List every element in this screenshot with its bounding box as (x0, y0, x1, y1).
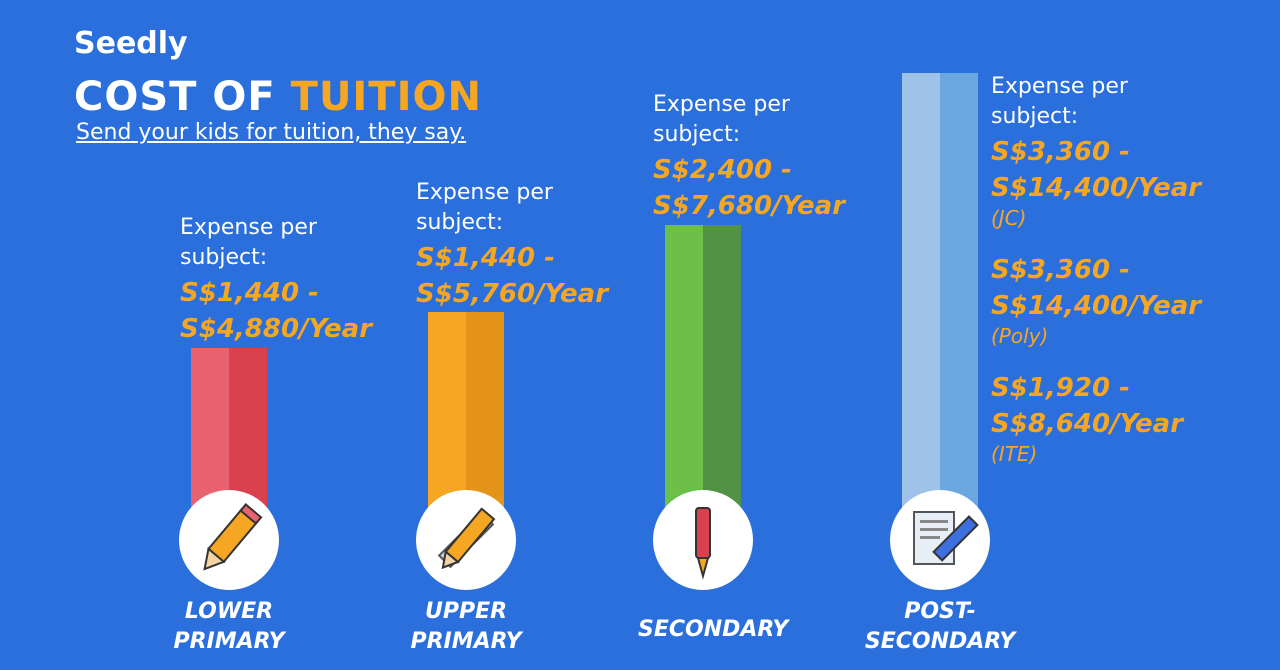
title: COST OF TUITION (74, 74, 482, 120)
icon (890, 490, 990, 590)
caption: Expense per subject: (653, 92, 790, 147)
icon-graphic (695, 507, 711, 580)
brand: Seedly (74, 26, 188, 61)
bar-half (466, 312, 504, 510)
info: Expense per subject: S$3,360 - S$14,400/Y… (991, 72, 1206, 488)
note: (Poly) (991, 324, 1049, 348)
info: Expense per subject: S$1,440 - S$5,760/Ye… (416, 178, 616, 312)
range: S$1,920 - S$8,640/Year (991, 373, 1184, 439)
icon (653, 490, 753, 590)
info: Expense per subject: S$2,400 - S$7,680/Ye… (653, 90, 853, 224)
bar-half (229, 348, 267, 510)
info: Expense per subject: S$1,440 - S$4,880/Ye… (180, 213, 380, 347)
caption: Expense per subject: (991, 74, 1128, 129)
icon-graphic (203, 503, 263, 571)
level-label: UPPER PRIMARY (410, 599, 522, 654)
icon (416, 490, 516, 590)
bar (902, 73, 978, 510)
title-part: COST OF (74, 74, 276, 120)
title-highlight: TUITION (290, 74, 482, 120)
range: S$1,440 - S$4,880/Year (180, 278, 373, 344)
bar (191, 348, 267, 510)
range: S$2,400 - S$7,680/Year (653, 155, 846, 221)
bar-half (902, 73, 940, 510)
range: S$1,440 - S$5,760/Year (416, 243, 609, 309)
caption: Expense per subject: (416, 180, 553, 235)
subtitle: Send your kids for tuition, they say. (76, 120, 467, 145)
bar-half (428, 312, 466, 510)
bar-half (703, 225, 741, 510)
level-label: LOWER PRIMARY (173, 599, 285, 654)
icon-graphic (437, 507, 496, 570)
icon (179, 490, 279, 590)
note: (ITE) (991, 442, 1038, 466)
level-label: SECONDARY (638, 617, 789, 642)
bar-half (665, 225, 703, 510)
range: S$3,360 - S$14,400/Year (991, 255, 1202, 321)
bar (428, 312, 504, 510)
note: (JC) (991, 206, 1027, 230)
caption: Expense per subject: (180, 215, 317, 270)
range: S$3,360 - S$14,400/Year (991, 137, 1202, 203)
bar (665, 225, 741, 510)
level-label: POST-SECONDARY (864, 599, 1016, 654)
icon-graphic (913, 511, 979, 565)
bar-half (940, 73, 978, 510)
bar-half (191, 348, 229, 510)
